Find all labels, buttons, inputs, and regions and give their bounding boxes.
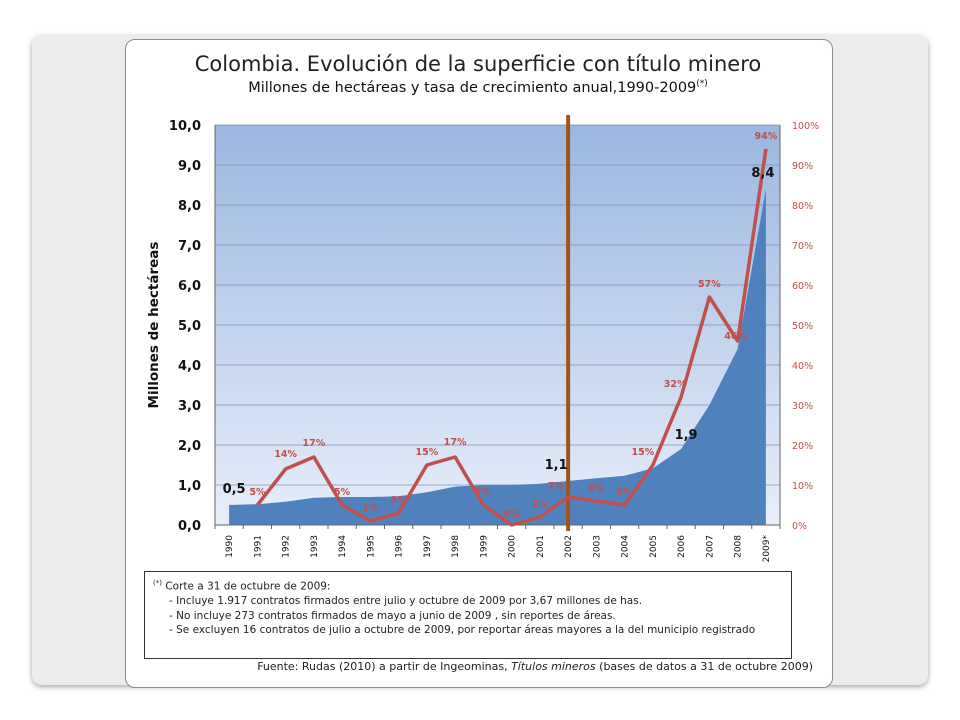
growth-rate-label: 32% (664, 379, 687, 390)
y-right-tick-label: 50% (792, 321, 813, 332)
y-left-tick-label: 4,0 (178, 359, 201, 374)
hectares-label: 1,9 (675, 428, 698, 443)
x-category-label: 2003 (592, 535, 602, 558)
x-category-label: 2002 (564, 535, 574, 558)
x-category-label: 2005 (649, 535, 659, 558)
notes-lead-line: (*) Corte a 31 de octubre de 2009: (153, 576, 783, 594)
growth-rate-label: 17% (444, 437, 467, 448)
y-left-axis-title: Millones de hectáreas (146, 242, 162, 409)
growth-rate-label: 15% (632, 447, 655, 458)
y-left-tick-label: 6,0 (178, 279, 201, 294)
growth-rate-label: 0% (504, 509, 521, 520)
y-right-tick-label: 10% (792, 481, 813, 492)
hectares-label: 0,5 (223, 482, 246, 497)
growth-rate-label: 14% (274, 449, 297, 460)
growth-rate-label: 3% (391, 495, 408, 506)
y-left-tick-label: 9,0 (178, 159, 201, 174)
x-category-label: 1993 (310, 535, 320, 558)
growth-rate-label: 5% (334, 487, 351, 498)
growth-rate-label: 5% (249, 487, 266, 498)
y-left-tick-label: 0,0 (178, 519, 201, 534)
source-suffix: (bases de datos a 31 de octubre 2009) (595, 660, 813, 673)
y-right-tick-label: 0% (792, 521, 807, 532)
area-series-hectares (229, 189, 766, 525)
y-right-tick-label: 80% (792, 201, 813, 212)
y-left-tick-label: 1,0 (178, 479, 201, 494)
source-italic: Títulos mineros (511, 660, 596, 673)
y-left-tick-label: 5,0 (178, 319, 201, 334)
notes-item: - No incluye 273 contratos firmados de m… (169, 609, 616, 622)
y-right-tick-label: 30% (792, 401, 813, 412)
x-category-label: 2000 (508, 535, 518, 558)
growth-rate-label: 5% (617, 487, 634, 498)
line-series-growth-rate (256, 148, 768, 527)
chart-subtitle: Millones de hectáreas y tasa de crecimie… (125, 79, 831, 96)
notes-box: (*) Corte a 31 de octubre de 2009: - Inc… (144, 571, 792, 659)
x-category-label: 1997 (423, 535, 433, 558)
growth-rate-label: 57% (698, 279, 721, 290)
hectares-label: 8,4 (751, 166, 774, 181)
x-category-label: 2004 (621, 535, 631, 558)
x-category-label: 1994 (338, 535, 348, 558)
x-category-label: 1991 (253, 535, 263, 558)
growth-rate-label: 94% (755, 131, 778, 142)
growth-rate-label: 2% (532, 499, 549, 510)
x-category-label: 1999 (479, 535, 489, 558)
x-category-label: 2008 (734, 535, 744, 558)
growth-rate-label: 7% (548, 481, 565, 492)
x-category-label: 1998 (451, 535, 461, 558)
growth-rate-label: 5% (474, 487, 491, 498)
x-category-label: 1990 (225, 535, 235, 558)
x-category-label: 2009* (762, 535, 772, 563)
y-left-tick-label: 3,0 (178, 399, 201, 414)
x-category-label: 2001 (536, 535, 546, 558)
y-right-tick-label: 40% (792, 361, 813, 372)
notes-item: - Se excluyen 16 contratos de julio a oc… (169, 624, 756, 636)
y-left-tick-label: 8,0 (178, 199, 201, 214)
source-note: Fuente: Rudas (2010) a partir de Ingeomi… (125, 660, 813, 673)
y-right-tick-label: 60% (792, 281, 813, 292)
notes-mark: (*) (153, 579, 162, 587)
y-left-tick-label: 2,0 (178, 439, 201, 454)
y-right-tick-label: 100% (792, 121, 819, 132)
x-category-label: 2007 (705, 535, 715, 558)
subtitle-note-mark: (*) (696, 79, 708, 89)
y-left-tick-label: 7,0 (178, 239, 201, 254)
source-prefix: Fuente: Rudas (2010) a partir de Ingeomi… (257, 660, 512, 673)
growth-rate-label: 17% (303, 438, 326, 449)
notes-item: - Incluye 1.917 contratos firmados entre… (169, 595, 643, 607)
growth-rate-label: 15% (416, 447, 439, 458)
x-category-label: 1992 (282, 535, 292, 558)
growth-rate-label: 6% (588, 483, 605, 494)
x-category-label: 2006 (677, 535, 687, 558)
y-left-tick-label: 10,0 (169, 119, 201, 134)
y-right-tick-label: 90% (792, 161, 813, 172)
y-right-tick-label: 70% (792, 241, 813, 252)
notes-lead: Corte a 31 de octubre de 2009: (165, 580, 331, 593)
x-category-label: 1995 (366, 535, 376, 558)
growth-rate-label: 46% (724, 331, 747, 342)
hectares-label: 1,1 (545, 458, 568, 473)
chart-subtitle-text: Millones de hectáreas y tasa de crecimie… (248, 79, 697, 96)
chart-title: Colombia. Evolución de la superficie con… (194, 52, 762, 76)
x-category-label: 1996 (395, 535, 405, 558)
y-right-tick-label: 20% (792, 441, 813, 452)
growth-rate-label: 1% (362, 503, 379, 514)
